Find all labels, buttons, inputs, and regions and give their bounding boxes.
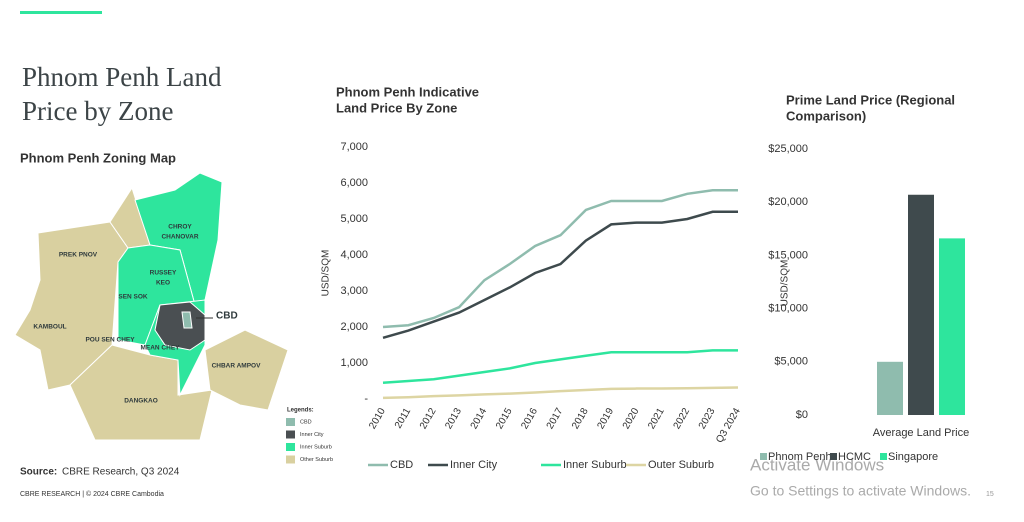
y-tick-label: $15,000 <box>768 249 808 261</box>
district-label: KEO <box>156 280 170 287</box>
map-zone <box>154 301 206 351</box>
y-tick-label: $10,000 <box>768 303 808 315</box>
district-label: CHANOVAR <box>161 234 198 241</box>
legend-label: Phnom Penh <box>768 451 832 463</box>
x-tick-label: 2013 <box>443 406 464 431</box>
slide-title: Price by Zone <box>22 96 173 126</box>
x-tick-label: 2023 <box>697 406 718 431</box>
y-tick-label: 3,000 <box>340 285 368 297</box>
y-tick-label: 1,000 <box>340 357 368 369</box>
y-axis-label: USD/SQM <box>780 260 791 307</box>
accent-bar <box>20 11 102 14</box>
line <box>382 188 738 329</box>
x-tick-label: 2010 <box>367 406 388 431</box>
district-label: POU SEN CHEY <box>85 337 135 344</box>
y-tick-label: $20,000 <box>768 196 808 208</box>
district-label: MEAN CHEY <box>140 345 180 352</box>
source-label: Source: <box>20 467 57 478</box>
y-tick-label: $5,000 <box>774 356 808 368</box>
watermark: Go to Settings to activate Windows. <box>750 483 971 499</box>
x-tick-label: 2016 <box>519 406 540 431</box>
y-tick-label: 6,000 <box>340 177 368 189</box>
zoning-map <box>14 172 289 441</box>
legend-swatch <box>286 430 295 439</box>
bar <box>877 361 903 415</box>
x-tick-label: 2015 <box>494 406 515 431</box>
district-label: CHROY <box>168 224 192 231</box>
x-tick-label: 2011 <box>393 406 413 431</box>
x-tick-label: Q3 2024 <box>714 406 743 445</box>
y-axis-label: USD/SQM <box>321 250 332 297</box>
line <box>382 210 738 340</box>
map-zone <box>204 329 289 411</box>
source-text: CBRE Research, Q3 2024 <box>62 467 180 478</box>
y-tick-label: 4,000 <box>340 249 368 261</box>
y-tick-label: 5,000 <box>340 213 368 225</box>
legend-title: Legends: <box>287 408 314 414</box>
legend-swatch <box>760 453 767 460</box>
watermark: Activate Windows <box>750 455 884 474</box>
line <box>382 386 739 400</box>
district-label: PREK PNOV <box>59 252 98 259</box>
district-label: RUSSEY <box>150 270 177 277</box>
footer: CBRE RESEARCH | © 2024 CBRE Cambodia <box>20 490 164 498</box>
bar <box>939 238 965 415</box>
chart-title: Prime Land Price (Regional <box>786 92 955 107</box>
map-zone <box>181 311 193 329</box>
chart-title: Comparison) <box>786 108 866 123</box>
legend-label: Inner Suburb <box>300 444 332 450</box>
legend-label: Inner Suburb <box>563 459 627 471</box>
x-tick-label: 2019 <box>595 406 616 431</box>
legend-swatch <box>830 453 837 460</box>
y-tick-label: $25,000 <box>768 143 808 155</box>
legend-label: CBD <box>300 419 312 425</box>
chart-title: Land Price By Zone <box>336 100 457 115</box>
district-label: DANGKAO <box>124 398 158 405</box>
chart-title: Phnom Penh Indicative <box>336 84 479 99</box>
legend-label: HCMC <box>838 451 871 463</box>
legend-label: Singapore <box>888 451 938 463</box>
page-number: 15 <box>986 491 994 498</box>
legend-swatch <box>286 455 295 464</box>
bar <box>908 194 934 415</box>
x-tick-label: 2017 <box>545 406 566 431</box>
x-tick-label: 2012 <box>418 406 439 431</box>
map-title: Phnom Penh Zoning Map <box>20 150 176 165</box>
legend-label: Outer Suburb <box>648 459 714 471</box>
x-tick-label: 2020 <box>621 406 642 431</box>
legend-label: Inner City <box>300 432 324 438</box>
district-label: CBD <box>216 311 238 322</box>
x-tick-label: 2014 <box>469 406 490 431</box>
legend-swatch <box>286 443 295 451</box>
legend-swatch <box>880 453 887 460</box>
y-tick-label: 7,000 <box>340 141 368 153</box>
legend-swatch <box>286 418 295 426</box>
y-tick-label: - <box>364 393 368 405</box>
y-tick-label: 2,000 <box>340 321 368 333</box>
x-tick-label: 2018 <box>570 406 591 431</box>
slide-title: Phnom Penh Land <box>22 62 222 92</box>
district-label: KAMBOUL <box>33 324 66 331</box>
district-label: CHBAR AMPOV <box>212 363 262 370</box>
y-tick-label: $0 <box>796 409 808 421</box>
legend-label: Inner City <box>450 459 498 471</box>
x-tick-label: Average Land Price <box>873 427 969 439</box>
legend-label: CBD <box>390 459 413 471</box>
legend-label: Other Suburb <box>300 457 333 463</box>
district-label: SEN SOK <box>118 294 148 301</box>
x-tick-label: 2021 <box>646 406 667 431</box>
line <box>382 349 738 385</box>
x-tick-label: 2022 <box>672 406 693 431</box>
